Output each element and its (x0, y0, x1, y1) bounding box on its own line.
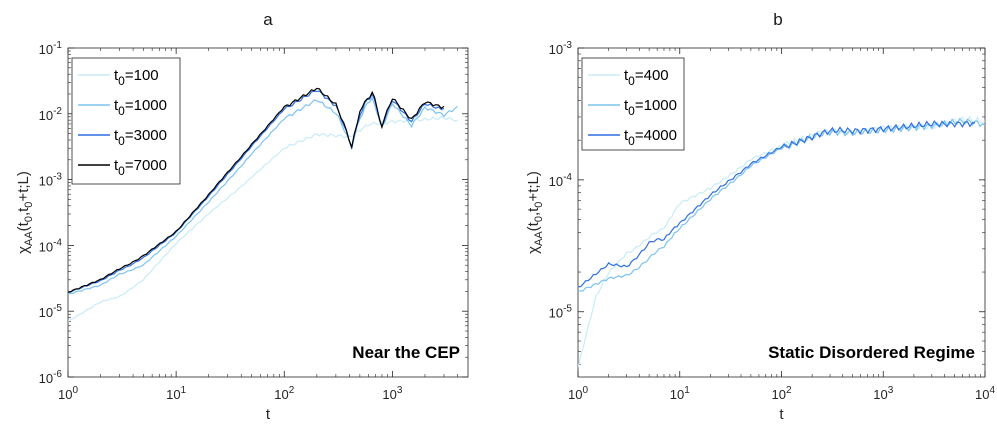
x-tick-label: 103 (873, 385, 893, 402)
x-axis-label: t (779, 406, 784, 423)
y-tick-label: 10-6 (39, 369, 63, 386)
regime-annotation: Static Disordered Regime (768, 343, 975, 362)
y-tick-label: 10-1 (39, 40, 63, 57)
chart-panel-b: b 100 101 102 103 104 10-5 10-4 10-3 t χAA(t0,t0+t… (525, 10, 995, 423)
chart-panel-a: a 100 101 102 103 10-6 10-5 10-4 10-3 10-2 10-1 t χA… (15, 10, 469, 423)
series-line-t0=1000 (578, 117, 985, 292)
x-tick-label: 102 (274, 385, 294, 402)
legend-entry: t0=1000 (114, 97, 167, 118)
series-line-t0=1000 (68, 96, 458, 295)
x-tick-label: 101 (166, 385, 186, 402)
x-tick-label: 103 (382, 385, 402, 402)
x-tick-label: 102 (771, 385, 791, 402)
x-axis-label: t (266, 406, 271, 423)
x-tick-label: 104 (975, 385, 995, 402)
y-axis-label: χAA(t0,t0+t;L) (15, 171, 35, 254)
y-tick-label: 10-4 (549, 172, 573, 189)
y-tick-label: 10-3 (549, 40, 573, 57)
y-tick-label: 10-5 (549, 304, 573, 321)
legend-entry: t0=100 (114, 67, 159, 88)
series-line-t0=4000 (578, 119, 976, 288)
y-tick-label: 10-4 (39, 237, 63, 254)
y-tick-label: 10-3 (39, 172, 63, 189)
series-line-t0=7000 (68, 87, 445, 293)
x-tick-label: 100 (568, 385, 588, 402)
legend-box (71, 57, 181, 185)
panel-label: a (263, 10, 273, 29)
legend-entry: t0=400 (624, 67, 669, 88)
y-axis-label: χAA(t0,t0+t;L) (525, 171, 545, 254)
x-tick-label: 101 (670, 385, 690, 402)
y-tick-label: 10-2 (39, 106, 63, 123)
x-tick-label: 100 (58, 385, 78, 402)
y-tick-label: 10-5 (39, 303, 63, 320)
legend-entry: t0=3000 (114, 127, 167, 148)
legend-entry: t0=7000 (114, 157, 167, 178)
regime-annotation: Near the CEP (352, 343, 460, 362)
panel-label: b (773, 10, 782, 29)
legend-entry: t0=4000 (624, 127, 677, 148)
legend-entry: t0=1000 (624, 97, 677, 118)
series-line-t0=100 (68, 115, 458, 322)
